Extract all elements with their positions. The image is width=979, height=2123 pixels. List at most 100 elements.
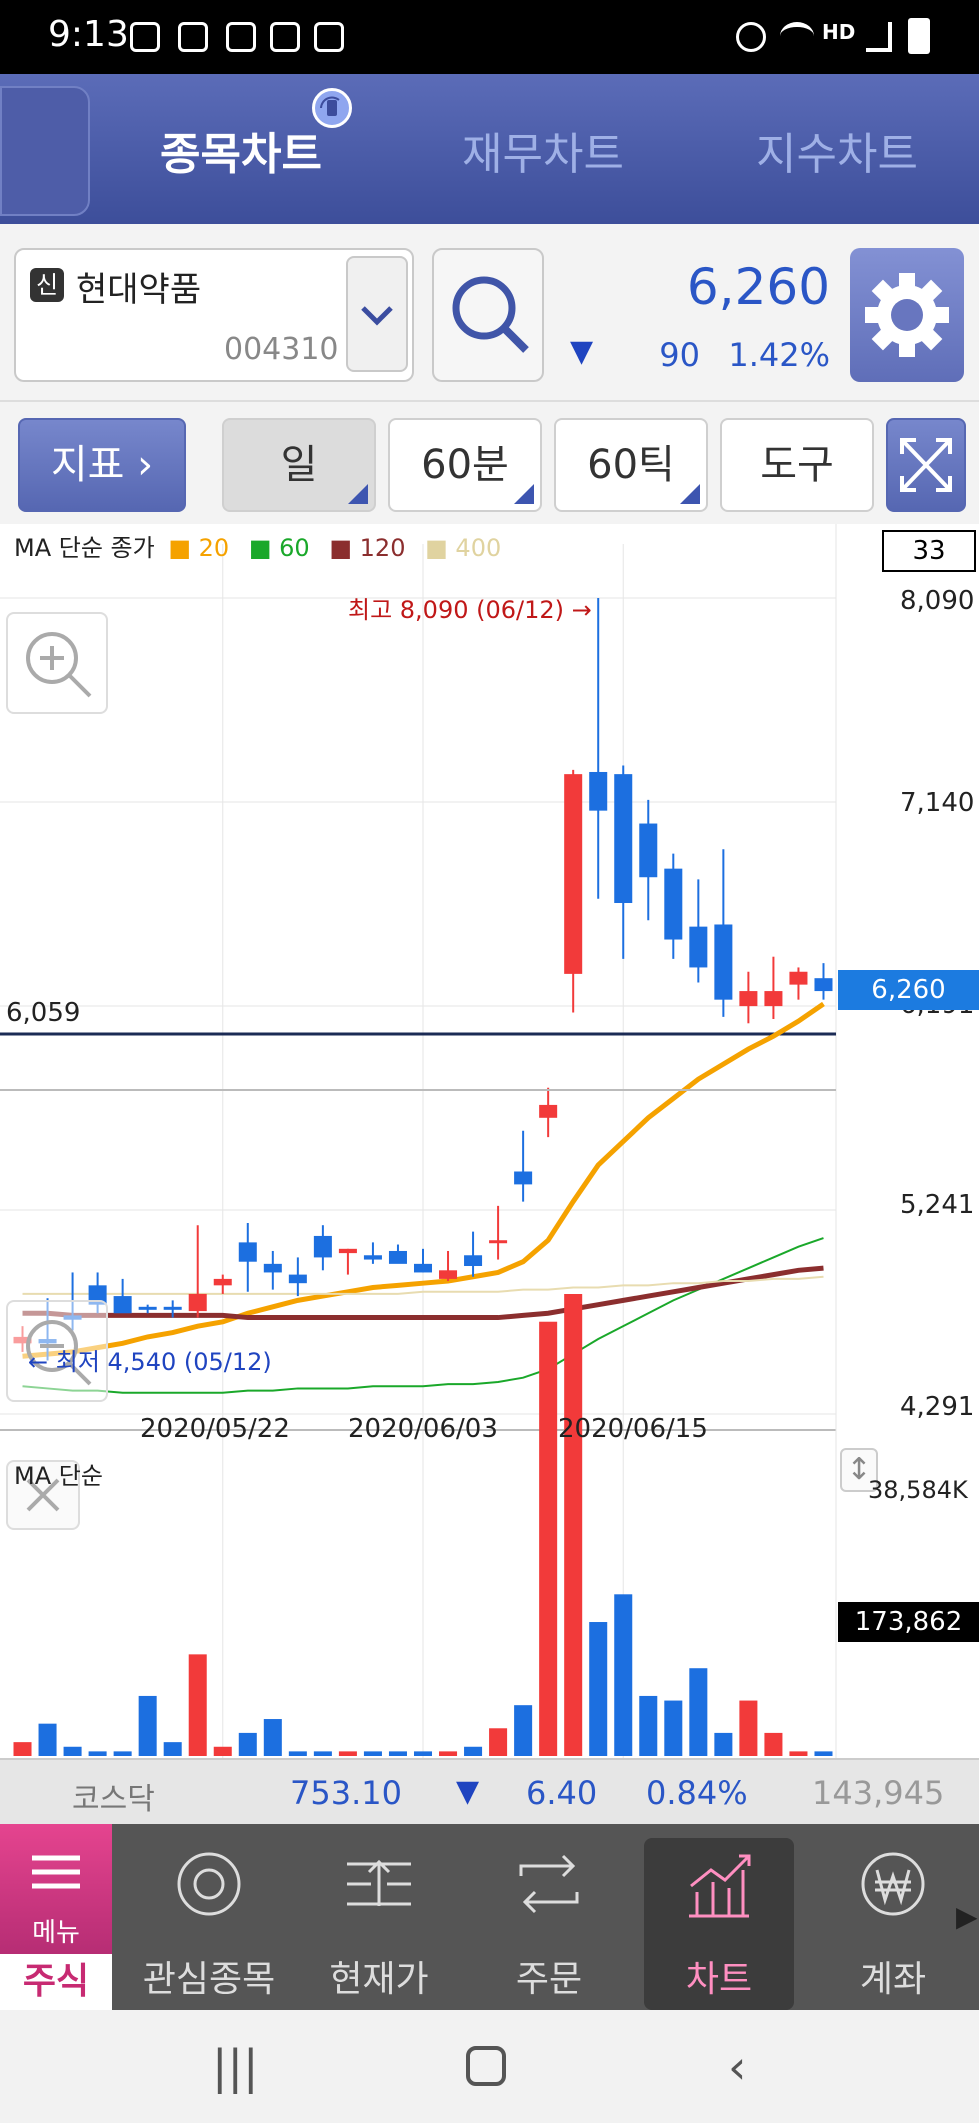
status-bar: 9:13 HD <box>0 0 979 74</box>
price-axis-label: 5,241 <box>900 1190 975 1220</box>
volume-bar <box>789 1751 808 1756</box>
notification-icon <box>130 22 160 52</box>
volume-bar <box>564 1294 583 1756</box>
volume-bar <box>539 1321 558 1756</box>
volume-bar <box>489 1728 508 1756</box>
volume-bar <box>113 1751 132 1756</box>
period-60min-button[interactable]: 60분 <box>388 418 542 512</box>
back-button[interactable] <box>0 86 90 216</box>
zoom-in-icon <box>26 632 92 698</box>
index-name: 코스닥 <box>72 1782 155 1817</box>
chart-header <box>0 74 979 224</box>
candle-body <box>614 774 633 904</box>
chart-icon <box>689 1854 751 1918</box>
candle-body <box>664 868 683 940</box>
zoom-out-button[interactable] <box>6 1300 108 1402</box>
reference-line-label: 6,059 <box>6 998 81 1028</box>
market-index-strip[interactable] <box>0 1758 979 1824</box>
bar-counter[interactable]: 33 <box>882 530 976 572</box>
volume-bar <box>388 1751 407 1756</box>
volume-bar <box>138 1695 157 1756</box>
current-price-tag: 6,260 <box>838 970 979 1010</box>
volume-bar <box>263 1719 282 1756</box>
expand-button[interactable] <box>886 418 966 512</box>
tab-financial-chart[interactable]: 재무차트 <box>462 129 624 180</box>
candle-body <box>413 1263 433 1273</box>
candle-body <box>739 991 758 1007</box>
period-day-button[interactable]: 일 <box>222 418 376 512</box>
close-volume-button[interactable] <box>6 1460 80 1530</box>
ma-400-line <box>22 1275 824 1295</box>
stock-dropdown-button[interactable] <box>346 256 408 372</box>
candle-body <box>589 771 608 811</box>
price-axis-label: 8,090 <box>900 586 975 616</box>
recent-apps-icon[interactable]: ||| <box>212 2040 259 2094</box>
nav-watchlist-label: 관심종목 <box>142 1959 276 2000</box>
nav-chart[interactable]: 차트 <box>644 1838 794 2010</box>
credit-badge: 신 <box>30 268 64 302</box>
candle-body <box>514 1171 533 1185</box>
zoom-in-button[interactable] <box>6 612 108 714</box>
candle-body <box>464 1255 483 1267</box>
tab-index-chart[interactable]: 지수차트 <box>756 129 918 180</box>
sync-icon[interactable] <box>312 88 352 128</box>
alarm-icon <box>736 22 766 52</box>
battery-icon <box>908 18 930 54</box>
tool-button[interactable]: 도구 <box>720 418 874 512</box>
nav-current-price-label: 현재가 <box>329 1959 429 2000</box>
chevron-right-icon: › <box>124 442 154 488</box>
won-icon <box>861 1852 925 1916</box>
menu-button[interactable]: 메뉴 <box>0 1824 112 1954</box>
candle-body <box>564 774 583 974</box>
expand-icon <box>900 438 952 492</box>
ma-60-line <box>22 1237 824 1394</box>
home-icon[interactable] <box>466 2046 506 2086</box>
period-60tick-button[interactable]: 60틱 <box>554 418 708 512</box>
price-change-pct: 1.42% <box>728 336 830 374</box>
date-axis-label: 2020/05/22 <box>140 1414 290 1444</box>
nav-more-arrow-icon[interactable]: ▶ <box>956 1900 978 1933</box>
bottom-nav <box>0 1824 979 2010</box>
price-change: 90 <box>659 336 700 374</box>
stock-category-tab[interactable]: 주식 <box>0 1954 112 2010</box>
candle-body <box>138 1306 157 1310</box>
volume-bar <box>689 1668 708 1756</box>
status-time: 9:13 <box>48 14 129 55</box>
nav-order[interactable]: 주문 <box>474 1838 624 2010</box>
mute-icon <box>226 22 256 52</box>
volume-bar <box>464 1746 483 1756</box>
candle-body <box>113 1296 132 1314</box>
tab-stock-chart[interactable]: 종목차트 <box>160 129 322 180</box>
nav-account[interactable]: 계좌 <box>818 1838 968 2010</box>
resize-handle[interactable]: ↕ <box>840 1448 878 1492</box>
search-icon <box>452 276 529 353</box>
volume-bar <box>288 1751 307 1756</box>
volume-bar <box>664 1700 683 1756</box>
stock-name: 현대약품 <box>76 270 202 310</box>
volume-bar <box>238 1732 257 1756</box>
price-chart[interactable] <box>0 524 979 1758</box>
back-icon[interactable]: ‹ <box>728 2040 747 2094</box>
candle-body <box>814 978 833 992</box>
volume-bar <box>413 1751 433 1756</box>
candle-body <box>489 1240 508 1244</box>
gear-icon <box>865 273 949 357</box>
low-annotation: ← 최저 4,540 (05/12) <box>28 1348 272 1376</box>
chevron-down-icon <box>361 306 393 326</box>
candle-body <box>213 1278 232 1286</box>
ma-120-line <box>22 1265 824 1321</box>
pill-icon <box>314 22 344 52</box>
price-axis-label: 4,291 <box>900 1392 975 1422</box>
search-button[interactable] <box>432 248 544 382</box>
candle-body <box>714 924 733 1000</box>
nav-current-price[interactable]: 현재가 <box>304 1838 454 2010</box>
wifi-icon <box>780 22 814 50</box>
nav-watchlist[interactable]: 관심종목 <box>134 1838 284 2010</box>
volume-bar <box>639 1695 658 1756</box>
ma-legend: MA 단순 종가 ■ 20 ■ 60 ■ 120 ■ 400 <box>14 528 513 563</box>
indicator-button[interactable]: 지표 › <box>18 418 186 512</box>
zoom-out-icon <box>26 1320 92 1386</box>
volume-bar <box>188 1654 207 1756</box>
chart-area[interactable] <box>0 524 979 1758</box>
settings-button[interactable] <box>850 248 964 382</box>
